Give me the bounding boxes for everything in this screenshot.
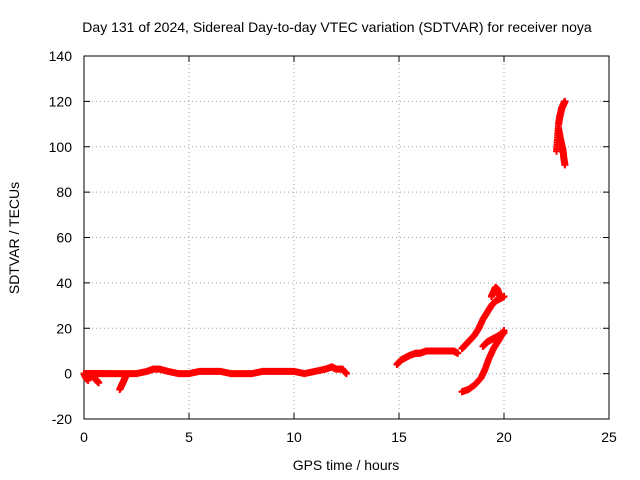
series-arc-4-branch [479, 329, 508, 350]
y-tick-label: 120 [49, 93, 73, 109]
data-point [496, 292, 504, 300]
data-point [561, 161, 569, 169]
gridlines [84, 56, 609, 419]
series-arc-1-dip-b [88, 372, 103, 387]
y-tick-label: 0 [64, 366, 72, 382]
series-arc-2 [393, 347, 462, 369]
data-point [122, 372, 130, 380]
plot-frame [83, 55, 610, 420]
series-arc-1-dip-a [80, 370, 92, 384]
y-tick-label: 60 [56, 230, 72, 246]
data-point [561, 97, 569, 105]
y-tick-label: 80 [56, 184, 72, 200]
x-axis-label: GPS time / hours [293, 457, 400, 473]
y-tick-label: 40 [56, 275, 72, 291]
y-tick-label: -20 [52, 411, 72, 427]
data-series [80, 97, 569, 396]
data-point [95, 379, 103, 387]
x-tick-label: 20 [496, 429, 512, 445]
series-arc-1-dip-c [116, 372, 130, 394]
data-point [84, 376, 92, 384]
y-tick-label: 20 [56, 320, 72, 336]
data-point [454, 349, 462, 357]
chart-title: Day 131 of 2024, Sidereal Day-to-day VTE… [82, 19, 592, 35]
x-tick-label: 5 [185, 429, 193, 445]
y-tick-label: 100 [49, 139, 73, 155]
x-tick-label: 25 [601, 429, 617, 445]
series-arc-3-tail [487, 283, 504, 300]
x-tick-label: 10 [286, 429, 302, 445]
axis-ticks: 0 5 10 15 20 25 -20 0 20 40 60 80 100 120 140 [49, 48, 617, 445]
x-tick-label: 0 [80, 429, 88, 445]
x-tick-label: 15 [391, 429, 407, 445]
data-point [500, 329, 508, 337]
data-point [343, 370, 350, 378]
y-tick-label: 140 [49, 48, 73, 64]
series-arc-5-lower [555, 125, 569, 169]
series-arc-1 [80, 363, 350, 378]
y-axis-label: SDTVAR / TECUs [6, 182, 22, 294]
